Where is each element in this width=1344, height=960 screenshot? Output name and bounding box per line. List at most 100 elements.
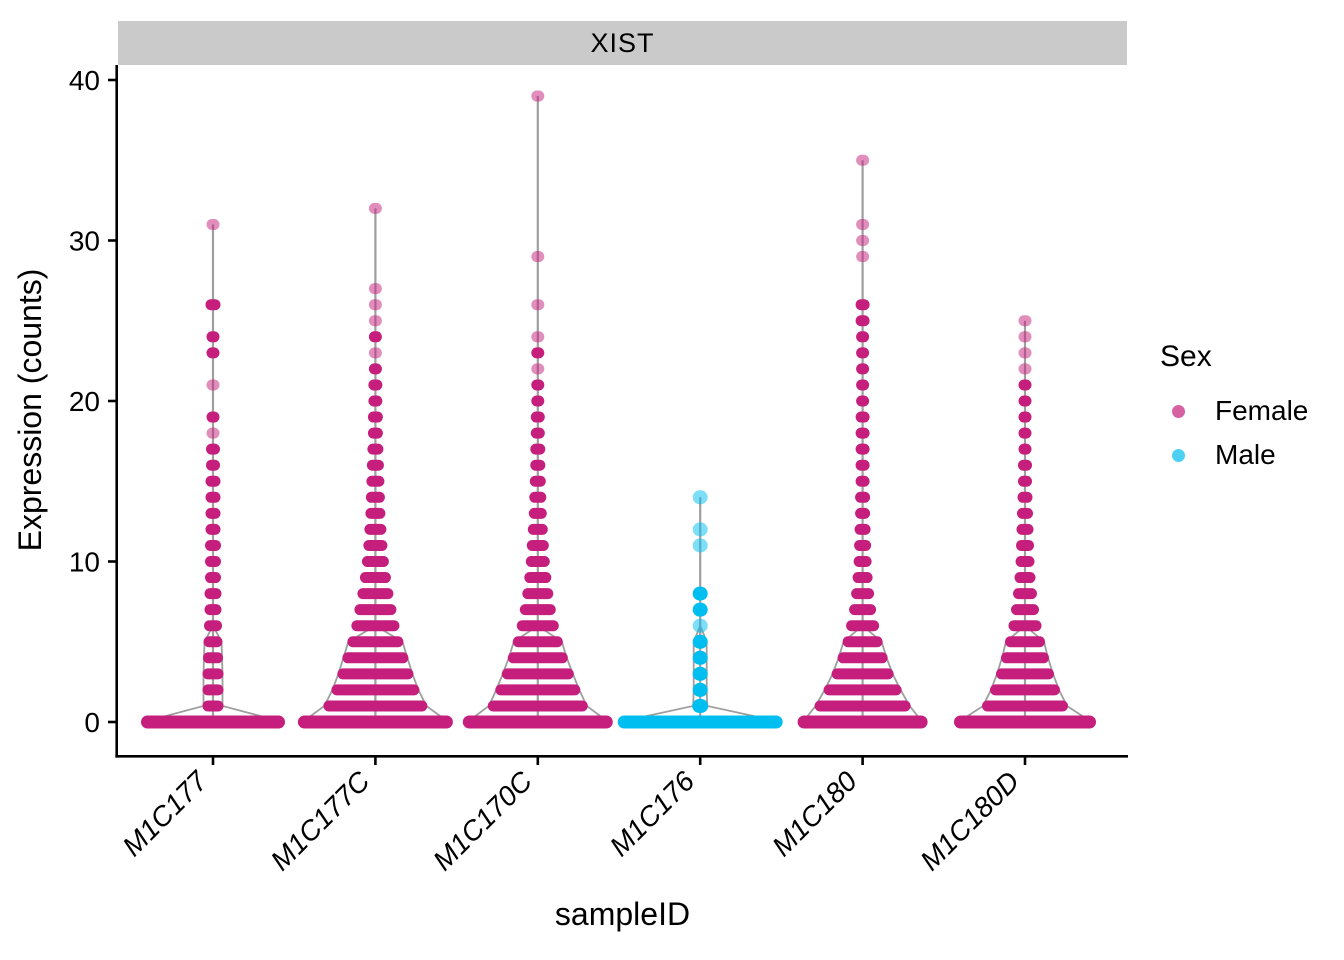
expression-dot xyxy=(206,331,220,343)
expression-dot xyxy=(495,684,581,696)
expression-dot xyxy=(1018,411,1032,423)
expression-dot xyxy=(531,363,545,375)
expression-dot xyxy=(204,588,222,600)
sample-column-M1C177 xyxy=(141,218,285,729)
expression-dot xyxy=(1016,523,1034,535)
expression-dot xyxy=(516,620,559,632)
expression-dot xyxy=(855,459,870,471)
expression-dot xyxy=(365,491,385,503)
expression-dot xyxy=(203,652,223,664)
zero-count-bar xyxy=(462,715,613,729)
expression-dot xyxy=(831,668,894,680)
expression-dot xyxy=(342,652,409,664)
expression-dot xyxy=(846,620,880,632)
expression-dot xyxy=(856,347,870,359)
expression-dot xyxy=(524,572,552,584)
legend-item-label: Female xyxy=(1215,395,1309,426)
expression-dot xyxy=(856,235,870,246)
expression-dot xyxy=(368,202,382,214)
expression-dot xyxy=(368,299,382,311)
legend-items: Female Male xyxy=(1158,395,1342,470)
violin-outline xyxy=(699,625,777,722)
expression-dot xyxy=(855,299,870,311)
expression-dot xyxy=(205,539,221,551)
sample-column-M1C180 xyxy=(797,154,928,729)
x-tick-label: M1C176 xyxy=(604,765,701,862)
expression-dot xyxy=(837,652,888,664)
expression-dot xyxy=(364,523,387,535)
expression-dot xyxy=(842,636,883,648)
expression-dot xyxy=(855,411,870,423)
expression-dot xyxy=(855,315,870,327)
legend-item-male: Male xyxy=(1158,439,1342,470)
expression-dot xyxy=(202,684,224,696)
expression-dot xyxy=(1018,475,1032,487)
expression-dot xyxy=(1013,588,1037,600)
expression-dot xyxy=(692,522,708,537)
expression-dot xyxy=(692,602,708,617)
expression-dot xyxy=(359,572,391,584)
legend: Sex Female Male xyxy=(1158,340,1342,484)
expression-dot xyxy=(529,491,547,503)
expression-dot xyxy=(368,395,383,407)
expression-dot xyxy=(692,538,708,553)
expression-dot xyxy=(1016,539,1034,551)
expression-dot xyxy=(1018,395,1032,407)
expression-dot xyxy=(512,636,563,648)
expression-dot xyxy=(856,379,870,391)
expression-dot xyxy=(205,475,221,487)
expression-dot xyxy=(692,586,708,601)
expression-dot xyxy=(205,523,221,535)
expression-dot xyxy=(531,395,545,407)
y-tick-label: 40 xyxy=(69,65,100,96)
expression-dot xyxy=(204,620,222,632)
expression-dot xyxy=(1018,331,1032,343)
expression-dot xyxy=(1001,652,1049,664)
expression-dot xyxy=(487,700,588,712)
expression-dot xyxy=(692,618,708,633)
expression-dot xyxy=(855,427,870,439)
expression-dot xyxy=(507,652,568,664)
expression-dot xyxy=(692,698,709,713)
expression-dot xyxy=(1005,636,1045,648)
expression-dot xyxy=(531,299,545,311)
y-tick-label: 30 xyxy=(69,226,100,257)
x-tick-label: M1C170C xyxy=(427,765,539,877)
expression-dot xyxy=(856,395,870,407)
x-tick-label: M1C180 xyxy=(766,765,863,862)
expression-dot xyxy=(204,604,222,616)
expression-dot xyxy=(368,331,382,343)
expression-dot xyxy=(205,572,221,584)
expression-dot xyxy=(1018,347,1032,359)
expression-dot xyxy=(202,700,224,712)
expression-dot xyxy=(692,490,708,505)
expression-dot xyxy=(331,684,420,696)
expression-dot xyxy=(205,507,221,519)
expression-dot xyxy=(368,347,382,359)
expression-dot xyxy=(1018,363,1032,375)
expression-dot xyxy=(1017,491,1033,503)
expression-dot xyxy=(531,331,545,343)
expression-dot xyxy=(1018,315,1032,327)
expression-dot xyxy=(347,636,404,648)
expression-dot xyxy=(529,475,546,487)
expression-dot xyxy=(519,604,556,616)
expression-dot xyxy=(692,634,708,649)
expression-dot xyxy=(354,604,397,616)
expression-dot xyxy=(368,379,383,391)
facet-strip: XIST xyxy=(118,21,1127,65)
expression-dot xyxy=(531,251,545,263)
expression-dot xyxy=(206,459,220,471)
expression-dot xyxy=(1018,443,1032,455)
zero-count-bar xyxy=(954,715,1096,729)
expression-dot xyxy=(206,379,220,391)
legend-title: Sex xyxy=(1160,340,1212,373)
expression-dot xyxy=(368,363,382,375)
expression-dot xyxy=(1018,427,1032,439)
expression-dot xyxy=(1018,379,1032,391)
expression-dot xyxy=(206,218,220,230)
expression-dot xyxy=(855,507,871,519)
expression-dot xyxy=(856,251,870,263)
expression-dot xyxy=(367,427,383,439)
